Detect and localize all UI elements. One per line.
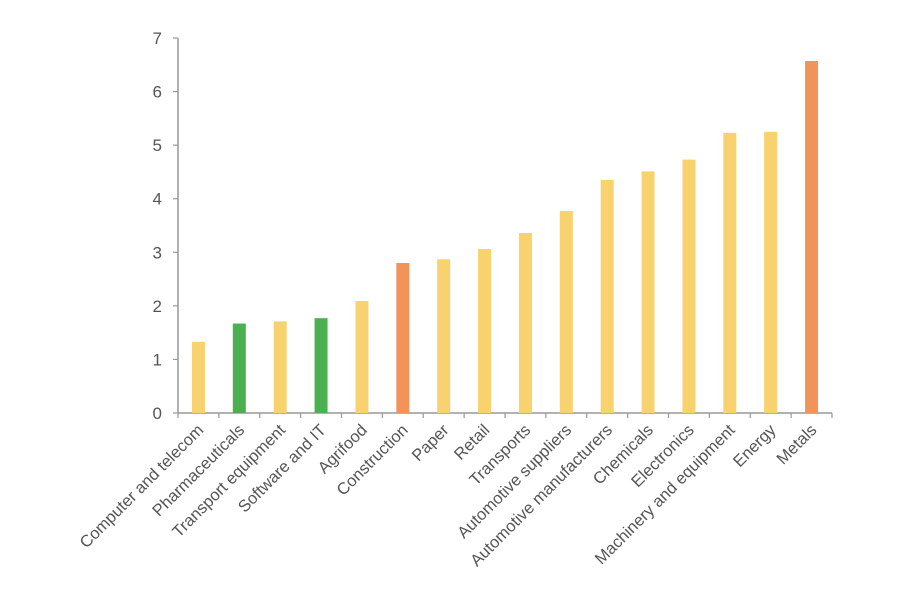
y-tick-label: 6 <box>153 83 162 102</box>
bar <box>437 259 451 413</box>
bar <box>273 321 287 413</box>
x-axis <box>177 412 833 418</box>
bar <box>314 318 328 413</box>
y-tick-label: 0 <box>153 404 162 423</box>
bar <box>191 341 205 413</box>
bars <box>191 61 819 414</box>
y-tick-label: 7 <box>153 29 162 48</box>
bar <box>600 179 614 413</box>
x-tick-label: Metals <box>773 421 820 468</box>
y-axis: 0 1 2 3 4 5 6 7 <box>153 29 179 423</box>
bar <box>805 61 819 414</box>
bar <box>518 233 532 413</box>
bar <box>559 211 573 413</box>
bar <box>232 323 246 413</box>
bar <box>478 249 492 413</box>
y-tick-label: 2 <box>153 297 162 316</box>
bar <box>723 132 737 414</box>
bar <box>396 263 410 413</box>
y-tick-label: 5 <box>153 136 162 155</box>
bar <box>764 131 778 413</box>
bar <box>682 159 696 413</box>
x-tick-labels: Computer and telecomPharmaceuticalsTrans… <box>77 421 821 570</box>
x-tick-label: Energy <box>730 421 780 471</box>
x-tick-label: Paper <box>409 421 453 465</box>
y-tick-label: 1 <box>153 350 162 369</box>
bar <box>641 171 655 413</box>
bar <box>355 301 369 413</box>
y-tick-label: 3 <box>153 243 162 262</box>
y-tick-label: 4 <box>153 190 162 209</box>
